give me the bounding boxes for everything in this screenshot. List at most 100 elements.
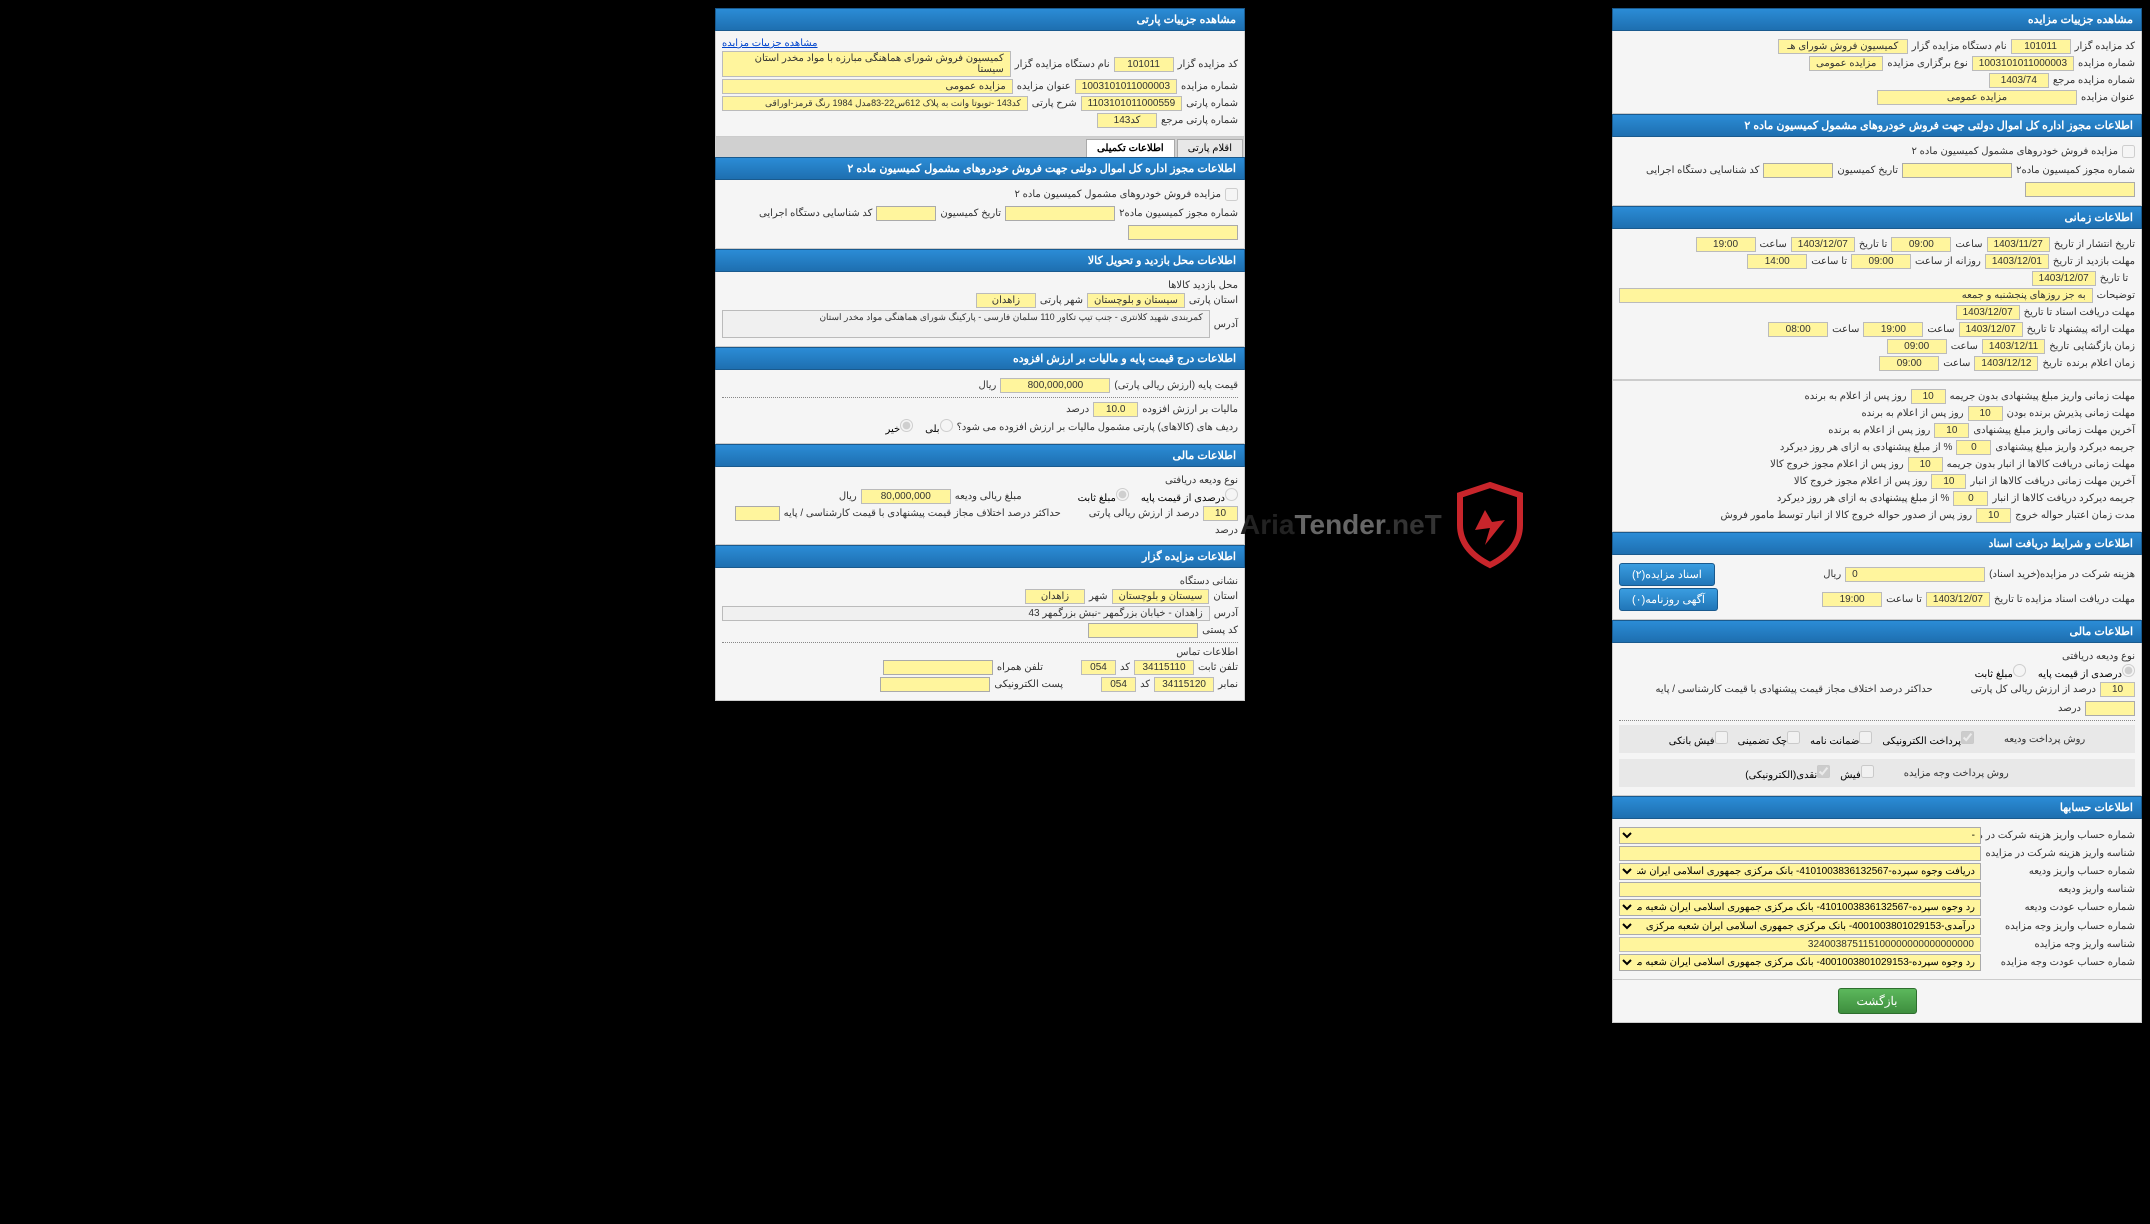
hdr-permit: اطلاعات مجوز اداره کل اموال دولتی جهت فر… <box>1612 114 2142 137</box>
lbl-pid: کد شناسایی دستگاه اجرایی <box>759 208 872 219</box>
lbl-pct-sfx: درصد از ارزش ریالی کل پارتی <box>1971 684 2096 695</box>
val-pct: 10 <box>2100 682 2135 697</box>
auction-detail-panel: مشاهده جزییات مزایده کد مزایده گزار 10 10… <box>1612 8 2142 1023</box>
lbl-opt1-r: درصدی از قیمت پایه <box>1141 493 1225 504</box>
lbl-a6: شماره حساب واریز وجه مزایده <box>1985 921 2135 932</box>
val-num: 1003101011000003 <box>1972 56 2074 71</box>
lbl-fee: هزینه شرکت در مزایده(خرید اسناد) <box>1989 569 2135 580</box>
val-faxcode: 054 <box>1101 677 1136 692</box>
lbl-q: ردیف های (کالاهای) پارتی مشمول مالیات بر… <box>957 422 1238 433</box>
val-base: 800,000,000 <box>1000 378 1110 393</box>
lbl-vat-unit: درصد <box>1066 404 1089 415</box>
sel-a8[interactable]: رد وجوه سپرده-4001003801029153- بانک مرک… <box>1619 954 1981 971</box>
val-porg: کمیسیون فروش شورای هماهنگی مبارزه با موا… <box>722 51 1011 77</box>
lbl-r6: آخرین مهلت زمانی دریافت کالاها از انبار <box>1970 476 2135 487</box>
lbl-c2: ضمانت نامه <box>1810 736 1859 747</box>
time-body: تاریخ انتشار از تاریخ 1403/11/27 ساعت 09… <box>1612 229 2142 380</box>
val-addr: کمربندی شهید کلانتری - جنب تیپ تکاور 110… <box>722 310 1210 338</box>
val-r6: 10 <box>1931 474 1966 489</box>
lbl-a3: شماره حساب واریز ودیعه <box>1985 866 2135 877</box>
lbl-oprov: استان <box>1213 591 1238 602</box>
lbl-no: خیر <box>885 424 900 435</box>
val-tel: 34115110 <box>1134 660 1194 675</box>
lbl-t3: ساعت <box>1927 324 1954 335</box>
sel-a6[interactable]: درآمدی-4001003801029153- بانک مرکزی جمهو… <box>1619 918 1981 935</box>
lbl-pnum: شماره پارتی <box>1186 98 1238 109</box>
tab-items[interactable]: اقلام پارتی <box>1177 139 1243 157</box>
val-pub-from: 1403/11/27 <box>1987 237 2050 252</box>
val-a7: 324003875115100000000000000000 <box>1619 937 1981 952</box>
val-r2: 10 <box>1968 406 2003 421</box>
tab-details[interactable]: اطلاعات تکمیلی <box>1086 139 1175 157</box>
lbl-opt2: مبلغ ثابت <box>1975 669 2013 680</box>
val-open: 1403/12/11 <box>1982 339 2045 354</box>
lbl-pdesc: شرح پارتی <box>1032 98 1077 109</box>
lbl-pref: شماره پارتی مرجع <box>1161 115 1238 126</box>
in-permit-num <box>1902 163 2012 178</box>
val-amt: 80,000,000 <box>861 489 951 504</box>
btn-newspaper[interactable]: آگهی روزنامه(۰) <box>1619 588 1718 611</box>
val-oprov: سیستان و بلوچستان <box>1112 589 1210 604</box>
btn-back[interactable]: بازگشت <box>1838 988 1917 1014</box>
val-pct-r: 10 <box>1203 506 1238 521</box>
in-diff <box>2085 701 2135 716</box>
lbl-pd: تاریخ کمیسیون <box>940 208 1001 219</box>
lbl-email: پست الکترونیکی <box>994 679 1063 690</box>
sfx-r2: روز پس از اعلام به برنده <box>1861 408 1963 419</box>
rad-pct <box>2122 664 2135 677</box>
lbl-open: زمان بازگشایی <box>2073 341 2135 352</box>
brand-logo: AriaTender.neT <box>1240 480 1530 570</box>
lbl-visit-loc: محل بازدید کالاها <box>1168 280 1238 291</box>
lbl-chk: مزایده فروش خودروهای مشمول کمیسیون ماده … <box>1911 146 2118 157</box>
lbl-prov: استان پارتی <box>1189 295 1238 306</box>
val-visit-from: 1403/12/01 <box>1985 254 2049 269</box>
lbl-dep-r: نوع ودیعه دریافتی <box>1165 475 1238 486</box>
in-permit-date <box>1763 163 1833 178</box>
hdr-loc: اطلاعات محل بازدید و تحویل کالا <box>715 249 1245 272</box>
in-email <box>880 677 990 692</box>
btn-docs[interactable]: اسناد مزایده(۲) <box>1619 563 1715 586</box>
chk-receipt <box>1715 731 1728 744</box>
lbl-offer: مهلت ارائه پیشنهاد تا تاریخ <box>2027 324 2135 335</box>
sel-a5[interactable]: رد وجوه سپرده-4101003836132567- بانک مرک… <box>1619 899 1981 916</box>
in-a2 <box>1619 846 1981 861</box>
lbl-mob: تلفن همراه <box>997 662 1043 673</box>
sfx-r4: % از مبلغ پیشنهادی به ازای هر روز دیرکرد <box>1780 442 1953 453</box>
docs-body: هزینه شرکت در مزایده(خرید اسناد) 0 ریال … <box>1612 555 2142 620</box>
lbl-winner: زمان اعلام برنده <box>2066 358 2135 369</box>
lbl-pct-r: درصد از ارزش ریالی پارتی <box>1089 508 1199 519</box>
sel-a3[interactable]: دریافت وجوه سپرده-4101003836132567- بانک… <box>1619 863 1981 880</box>
permit-body-r: مزایده فروش خودروهای مشمول کمیسیون ماده … <box>715 180 1245 249</box>
lbl-d1: فیش <box>1840 770 1861 781</box>
val-vat: 10.0 <box>1093 402 1138 417</box>
lbl-ptitle: عنوان مزایده <box>1017 81 1071 92</box>
in-pd <box>876 206 936 221</box>
lbl-city: شهر پارتی <box>1040 295 1083 306</box>
lbl-to2: تا تاریخ <box>2100 273 2129 284</box>
val-daily-from: 09:00 <box>1851 254 1911 269</box>
val-pub-to: 1403/12/07 <box>1791 237 1855 252</box>
lbl-type: نوع برگزاری مزایده <box>1887 58 1967 69</box>
lbl-open-d: تاریخ <box>2049 341 2069 352</box>
lbl-a5: شماره حساب عودت ودیعه <box>1985 902 2135 913</box>
in-zip <box>1088 623 1198 638</box>
val-r5: 10 <box>1908 457 1943 472</box>
sel-a1[interactable]: - <box>1619 827 1981 844</box>
in-a4 <box>1619 882 1981 897</box>
in-pn <box>1005 206 1115 221</box>
val-daily-to: 14:00 <box>1747 254 1807 269</box>
hdr-auction-details: مشاهده جزییات مزایده <box>1612 8 2142 31</box>
lbl-c3: چک تضمینی <box>1738 736 1788 747</box>
val-fax: 34115120 <box>1154 677 1214 692</box>
link-auction-details[interactable]: مشاهده جزییات مزایده <box>722 38 818 49</box>
val-deadline: 1403/12/07 <box>1926 592 1990 607</box>
val-type: مزایده عمومی <box>1809 56 1883 71</box>
lbl-amt-unit: ریال <box>839 491 857 502</box>
val-pnum: 1103101011000559 <box>1081 96 1183 111</box>
lbl-code: کد مزایده گزار <box>2075 41 2135 52</box>
lbl-pcode: کد مزایده گزار <box>1178 59 1238 70</box>
tax-body: قیمت پایه (ارزش ریالی پارتی) 800,000,000… <box>715 370 1245 444</box>
chk-check <box>1787 731 1800 744</box>
sfx-r7: % از مبلغ پیشنهادی به ازای هر روز دیرکرد <box>1777 493 1950 504</box>
logo-text: AriaTender.neT <box>1240 509 1442 541</box>
